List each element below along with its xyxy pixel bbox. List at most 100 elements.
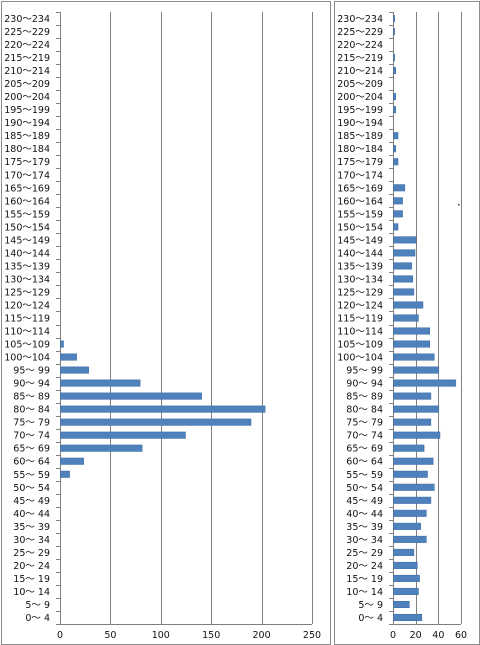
bar-90〜94: [60, 379, 141, 387]
bar-195〜199: [393, 106, 397, 114]
bar-135〜139: [393, 262, 412, 270]
category-label: 120〜124: [337, 300, 383, 311]
bar-95〜99: [60, 366, 89, 374]
bar-45〜49: [393, 496, 432, 504]
category-label: 0〜 4: [25, 613, 50, 624]
chart-frame: [1, 1, 331, 645]
category-label: 0〜 4: [358, 613, 383, 624]
bar-125〜129: [393, 288, 415, 296]
bar-20〜24: [393, 561, 418, 569]
bar-210〜214: [393, 67, 397, 75]
category-label: 50〜 54: [13, 483, 50, 494]
value-tick-label: 0: [57, 630, 63, 641]
category-label: 5〜 9: [358, 600, 383, 611]
category-label: 155〜159: [337, 209, 383, 220]
bar-90〜94: [393, 379, 457, 387]
bar-75〜79: [60, 418, 252, 426]
category-label: 200〜204: [337, 92, 383, 103]
category-label: 135〜139: [337, 261, 383, 272]
category-label: 65〜 69: [13, 444, 50, 455]
category-label: 50〜 54: [346, 483, 383, 494]
category-label: 220〜224: [337, 40, 383, 51]
value-tick-label: 100: [152, 630, 170, 641]
category-label: 25〜 29: [13, 548, 50, 559]
category-label: 25〜 29: [346, 548, 383, 559]
category-label: 80〜 84: [13, 405, 50, 416]
category-label: 45〜 49: [13, 496, 50, 507]
bar-10〜14: [393, 587, 419, 595]
category-label: 105〜109: [337, 340, 383, 351]
category-label: 20〜 24: [346, 561, 383, 572]
category-label: 115〜119: [4, 314, 50, 325]
bar-105〜109: [60, 340, 64, 348]
bar-75〜79: [393, 418, 432, 426]
category-label: 230〜234: [337, 14, 383, 25]
bar-215〜219: [393, 54, 395, 62]
category-label: 180〜184: [337, 144, 383, 155]
category-label: 225〜229: [4, 27, 50, 38]
category-label: 170〜174: [337, 170, 383, 181]
category-label: 175〜179: [4, 157, 50, 168]
bar-85〜89: [60, 392, 202, 400]
bar-65〜69: [393, 444, 425, 452]
category-label: 185〜189: [337, 131, 383, 142]
category-label: 120〜124: [4, 300, 50, 311]
category-label: 65〜 69: [346, 444, 383, 455]
bar-120〜124: [393, 301, 424, 309]
category-label: 110〜114: [337, 327, 383, 338]
category-label: 125〜129: [4, 287, 50, 298]
bar-5〜9: [393, 600, 410, 608]
category-label: 100〜104: [4, 353, 50, 364]
category-label: 200〜204: [4, 92, 50, 103]
category-label: 180〜184: [4, 144, 50, 155]
bar-70〜74: [60, 431, 186, 439]
bar-95〜99: [393, 366, 440, 374]
bar-100〜104: [393, 353, 435, 361]
value-tick-label: 250: [303, 630, 321, 641]
category-label: 230〜234: [4, 14, 50, 25]
category-label: 165〜169: [4, 183, 50, 194]
category-label: 195〜199: [4, 105, 50, 116]
category-label: 30〜 34: [346, 535, 383, 546]
bar-140〜144: [393, 249, 416, 257]
category-label: 215〜219: [4, 53, 50, 64]
bar-225〜229: [393, 28, 395, 36]
category-label: 205〜209: [337, 79, 383, 90]
category-label: 115〜119: [337, 314, 383, 325]
category-label: 125〜129: [337, 287, 383, 298]
category-label: 40〜 44: [13, 509, 50, 520]
category-label: 155〜159: [4, 209, 50, 220]
value-tick-label: 50: [104, 630, 116, 641]
bar-230〜234: [393, 15, 395, 23]
category-label: 150〜154: [4, 222, 50, 233]
bar-40〜44: [393, 509, 427, 517]
chart-2: 0〜 4 5〜 9 10〜 14 15〜 19 20〜 24 25〜 29 30〜 34 35…: [334, 1, 480, 645]
bar-25〜29: [393, 548, 415, 556]
bar-165〜169: [393, 184, 406, 192]
category-label: 85〜 89: [13, 392, 50, 403]
category-label: 195〜199: [337, 105, 383, 116]
category-label: 190〜194: [4, 118, 50, 129]
category-label: 175〜179: [337, 157, 383, 168]
category-label: 70〜 74: [13, 431, 50, 442]
bar-70〜74: [393, 431, 441, 439]
bar-105〜109: [393, 340, 431, 348]
value-tick-label: 60: [455, 630, 467, 641]
category-label: 130〜134: [337, 274, 383, 285]
bar-180〜184: [393, 145, 397, 153]
category-label: 145〜149: [4, 235, 50, 246]
category-label: 205〜209: [4, 79, 50, 90]
value-tick-label: 200: [253, 630, 271, 641]
category-label: 95〜 99: [13, 366, 50, 377]
category-label: 160〜164: [337, 196, 383, 207]
bar-175〜179: [393, 158, 399, 166]
category-label: 145〜149: [337, 235, 383, 246]
category-label: 20〜 24: [13, 561, 50, 572]
bar-55〜59: [393, 470, 428, 478]
category-label: 90〜 94: [346, 379, 383, 390]
category-label: 35〜 39: [13, 522, 50, 533]
bar-150〜154: [393, 223, 399, 231]
category-label: 40〜 44: [346, 509, 383, 520]
bar-200〜204: [393, 93, 397, 101]
category-label: 15〜 19: [346, 574, 383, 585]
